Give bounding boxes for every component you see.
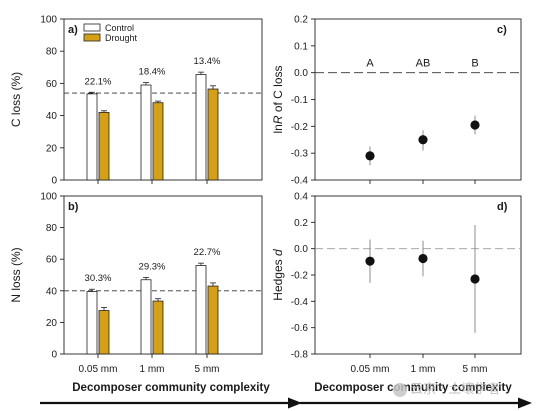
effect-point-2 bbox=[470, 274, 480, 284]
bar-drought-0 bbox=[98, 111, 110, 181]
watermark-badge-icon bbox=[393, 382, 407, 397]
x-tick-label: 0.05 mm bbox=[79, 364, 118, 375]
y-tick-label: 40 bbox=[46, 286, 58, 297]
y-tick-label: -0.2 bbox=[291, 122, 309, 133]
watermark: 云京 · 土壤学者 bbox=[393, 378, 500, 397]
bar-control-1 bbox=[140, 84, 152, 181]
arrow-right bbox=[300, 397, 532, 409]
bar-control-1 bbox=[140, 279, 152, 355]
bar-drought-0 bbox=[98, 310, 110, 355]
y-tick-label: -0.4 bbox=[291, 176, 309, 187]
y-tick-label: -0.2 bbox=[291, 271, 309, 282]
panel-label: c) bbox=[497, 24, 507, 36]
panel-d-hedges-d-plot: -0.8 -0.6 -0.4 -0.2 0.0 0.2 0.4 0.05 mm 1 mm 5 mm… bbox=[271, 192, 522, 375]
y-tick-label: -0.4 bbox=[291, 297, 309, 308]
x-tick-label: 5 mm bbox=[195, 364, 220, 375]
percent-label: 22.7% bbox=[194, 247, 221, 258]
significance-letter: B bbox=[471, 57, 478, 69]
percent-label: 13.4% bbox=[194, 56, 221, 67]
y-tick-label: 0.0 bbox=[294, 68, 308, 79]
panel-label: d) bbox=[497, 201, 508, 213]
y-tick-label: -0.1 bbox=[291, 95, 309, 106]
percent-label: 30.3% bbox=[85, 273, 112, 284]
y-tick-label: -0.8 bbox=[291, 350, 309, 361]
significance-letter: A bbox=[366, 57, 374, 69]
y-tick-label: 0.0 bbox=[294, 244, 308, 255]
effect-point-2 bbox=[470, 120, 480, 130]
bar-drought-2 bbox=[207, 88, 219, 181]
panel-b-n-loss-bar-chart: 0 20 40 60 80 100 0.05 mm 1 mm 5 mm 30.3% 29.3% 22.… bbox=[9, 192, 263, 375]
y-tick-label: 80 bbox=[46, 47, 58, 58]
legend-swatch-control bbox=[83, 23, 101, 32]
y-tick-label: 0.1 bbox=[294, 41, 308, 52]
legend-label-drought: Drought bbox=[105, 33, 138, 43]
legend-label-control: Control bbox=[105, 23, 134, 33]
y-tick-label: 0 bbox=[51, 350, 57, 361]
x-tick-label: 0.05 mm bbox=[351, 364, 390, 375]
y-tick-label: -0.3 bbox=[291, 149, 309, 160]
bar-drought-2 bbox=[207, 285, 219, 355]
panel-label: a) bbox=[68, 24, 78, 36]
y-tick-label: 0.2 bbox=[294, 218, 308, 229]
percent-label: 22.1% bbox=[85, 76, 112, 87]
bar-drought-1 bbox=[152, 300, 164, 355]
percent-label: 18.4% bbox=[139, 67, 166, 78]
x-axis-title-right: Decomposer community complexity bbox=[314, 382, 512, 394]
y-tick-label: 60 bbox=[46, 255, 58, 266]
panel-label: b) bbox=[68, 201, 79, 213]
y-tick-label: 40 bbox=[46, 111, 58, 122]
x-tick-label: 5 mm bbox=[463, 364, 488, 375]
plot-frame bbox=[314, 18, 522, 181]
effect-point-1 bbox=[418, 253, 428, 264]
y-tick-label: 60 bbox=[46, 79, 58, 90]
y-axis-title: Hedges d bbox=[271, 249, 285, 301]
percent-label: 29.3% bbox=[139, 261, 166, 272]
panel-a-c-loss-bar-chart: 0 20 40 60 80 100 22.1% 18.4% 13.4% a) C loss (%) C… bbox=[9, 15, 263, 187]
y-tick-label: 20 bbox=[46, 318, 58, 329]
bottom-labels: Decomposer community complexity Decompos… bbox=[40, 382, 532, 409]
bar-drought-1 bbox=[152, 102, 164, 181]
bar-control-0 bbox=[86, 93, 98, 181]
y-tick-label: 0 bbox=[51, 176, 57, 187]
panel-c-lnr-c-loss-plot: -0.4 -0.3 -0.2 -0.1 0.0 0.1 0.2 A AB Bc) lnR of C … bbox=[271, 15, 522, 187]
arrow-left bbox=[40, 397, 302, 409]
plot-frame bbox=[314, 195, 522, 355]
y-axis-title: C loss (%) bbox=[9, 72, 23, 127]
y-tick-label: 80 bbox=[46, 223, 58, 234]
effect-point-1 bbox=[418, 135, 428, 145]
y-tick-label: 20 bbox=[46, 143, 58, 154]
y-tick-label: 0.4 bbox=[294, 192, 308, 203]
y-axis-title: lnR of C loss bbox=[271, 65, 285, 133]
bar-control-2 bbox=[195, 265, 207, 355]
significance-letter: AB bbox=[416, 57, 431, 69]
y-tick-label: 100 bbox=[40, 192, 57, 203]
x-tick-label: 1 mm bbox=[140, 364, 165, 375]
y-tick-label: -0.6 bbox=[291, 323, 309, 334]
y-tick-label: 100 bbox=[40, 15, 57, 26]
y-tick-label: 0.2 bbox=[294, 15, 308, 26]
legend-swatch-drought bbox=[83, 33, 101, 42]
bar-control-0 bbox=[86, 291, 98, 355]
effect-point-0 bbox=[365, 256, 375, 266]
y-axis-title: N loss (%) bbox=[9, 247, 23, 302]
x-tick-label: 1 mm bbox=[411, 364, 436, 375]
effect-point-0 bbox=[365, 151, 375, 161]
bar-control-2 bbox=[195, 74, 207, 181]
x-axis-title-left: Decomposer community complexity bbox=[72, 382, 270, 394]
watermark-text: 云京 · 土壤学者 bbox=[410, 382, 501, 397]
